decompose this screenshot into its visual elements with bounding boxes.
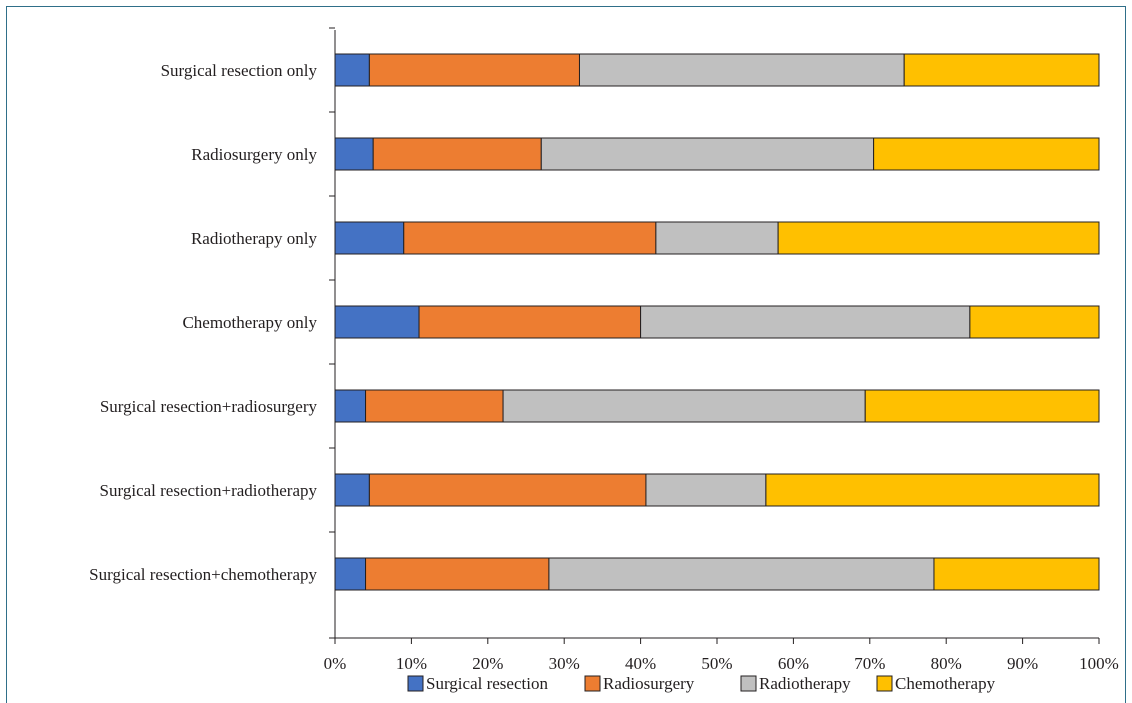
bar-6-series-1: [334, 473, 370, 507]
bar-3-series-4: [777, 221, 1100, 255]
bar-6-series-3: [645, 473, 767, 507]
legend-label-1: Surgical resection: [426, 674, 548, 693]
legend-label-2: Radiosurgery: [603, 674, 695, 693]
bar-2-series-4: [873, 137, 1100, 171]
category-label-4: Chemotherapy only: [182, 313, 317, 332]
bar-4-series-3: [640, 305, 971, 339]
category-label-2: Radiosurgery only: [191, 145, 317, 164]
legend-label-4: Chemotherapy: [895, 674, 996, 693]
bar-5-series-2: [365, 389, 504, 423]
bar-1-series-4: [903, 53, 1100, 87]
bar-5-series-3: [502, 389, 866, 423]
bar-1-series-1: [334, 53, 370, 87]
bar-2-series-3: [540, 137, 875, 171]
x-tick-label-11: 100%: [1079, 654, 1119, 673]
x-tick-label-5: 40%: [625, 654, 656, 673]
bar-6-series-4: [765, 473, 1100, 507]
x-tick-label-9: 80%: [931, 654, 962, 673]
bar-7-series-3: [548, 557, 935, 591]
x-tick-label-2: 10%: [396, 654, 427, 673]
bar-7-series-4: [933, 557, 1100, 591]
bar-4-series-4: [969, 305, 1100, 339]
bar-7-series-1: [334, 557, 367, 591]
bar-3-series-3: [655, 221, 779, 255]
legend-swatch-3: [740, 675, 757, 692]
bar-7-series-2: [365, 557, 550, 591]
x-tick-label-4: 30%: [549, 654, 580, 673]
bar-2-series-2: [372, 137, 542, 171]
x-tick-label-1: 0%: [324, 654, 347, 673]
category-label-3: Radiotherapy only: [191, 229, 318, 248]
category-label-1: Surgical resection only: [161, 61, 318, 80]
bar-4-series-1: [334, 305, 420, 339]
bar-3-series-1: [334, 221, 405, 255]
bar-2-series-1: [334, 137, 374, 171]
bar-6-series-2: [368, 473, 647, 507]
category-label-7: Surgical resection+chemotherapy: [89, 565, 317, 584]
x-tick-label-3: 20%: [472, 654, 503, 673]
figure-frame: [6, 6, 1126, 703]
bar-3-series-2: [403, 221, 657, 255]
bar-5-series-4: [864, 389, 1100, 423]
bar-4-series-2: [418, 305, 642, 339]
category-label-5: Surgical resection+radiosurgery: [100, 397, 318, 416]
bar-5-series-1: [334, 389, 367, 423]
legend-swatch-1: [407, 675, 424, 692]
legend-label-3: Radiotherapy: [759, 674, 851, 693]
bar-1-series-3: [578, 53, 905, 87]
x-tick-label-7: 60%: [778, 654, 809, 673]
legend-swatch-2: [584, 675, 601, 692]
legend-swatch-4: [876, 675, 893, 692]
x-tick-label-10: 90%: [1007, 654, 1038, 673]
category-label-6: Surgical resection+radiotherapy: [100, 481, 318, 500]
bar-1-series-2: [368, 53, 580, 87]
x-tick-label-8: 70%: [854, 654, 885, 673]
x-tick-label-6: 50%: [701, 654, 732, 673]
